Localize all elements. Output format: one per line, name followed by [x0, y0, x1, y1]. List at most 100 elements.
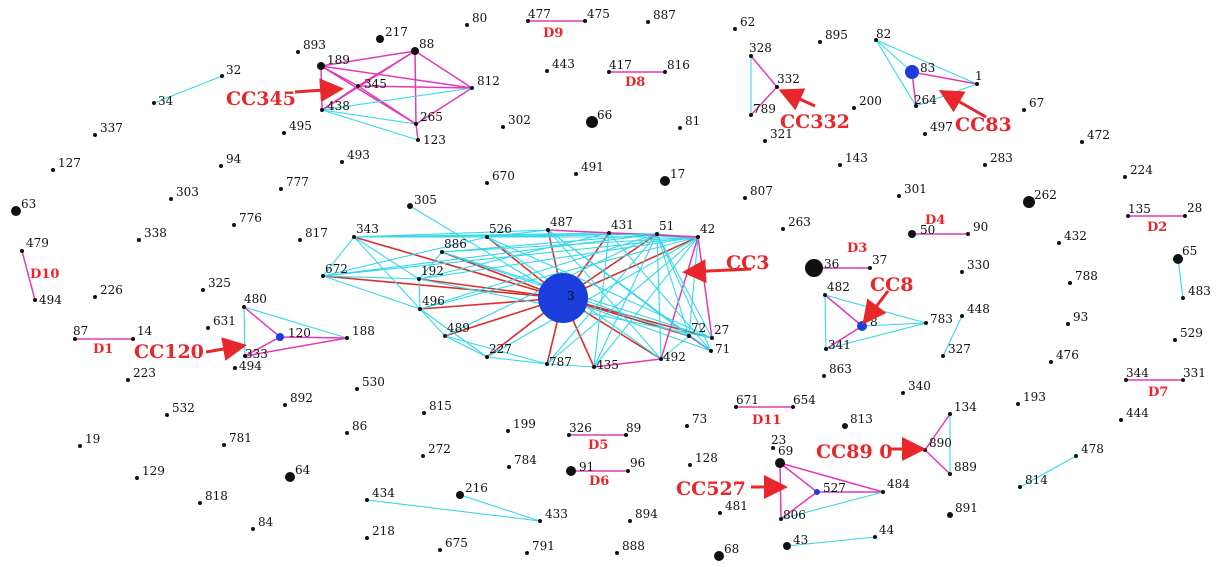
node-label-448: 448 [967, 302, 990, 316]
node-37 [868, 266, 872, 270]
node-label-63: 63 [21, 197, 36, 211]
node-84 [251, 527, 255, 531]
edge-216-433 [459, 494, 541, 522]
cluster-label-cc8: CC8 [870, 274, 913, 296]
node-81 [678, 126, 682, 130]
node-813 [842, 423, 848, 429]
node-label-189: 189 [327, 53, 350, 67]
edge-435-42 [593, 236, 699, 368]
node-label-487: 487 [550, 215, 573, 229]
edge-672-51 [322, 233, 658, 277]
node-343 [352, 235, 356, 239]
node-label-675: 675 [445, 536, 468, 550]
node-label-89: 89 [626, 421, 641, 435]
node-489 [443, 334, 447, 338]
node-63 [11, 206, 21, 216]
node-127 [51, 168, 55, 172]
node-label-51: 51 [659, 219, 674, 233]
node-27 [710, 336, 714, 340]
node-label-88: 88 [419, 37, 434, 51]
node-label-671: 671 [736, 393, 759, 407]
node-label-892: 892 [290, 391, 313, 405]
node-815 [422, 411, 426, 415]
node-32 [220, 74, 224, 78]
edge-71-487 [547, 229, 712, 352]
node-14 [131, 337, 135, 341]
node-label-417: 417 [609, 58, 632, 72]
node-42 [696, 235, 700, 239]
node-label-776: 776 [239, 211, 262, 225]
node-783 [924, 321, 928, 325]
node-label-532: 532 [172, 401, 195, 415]
node-216 [456, 491, 464, 499]
node-label-863: 863 [829, 362, 852, 376]
node-label-3: 3 [567, 289, 575, 303]
node-label-43: 43 [793, 533, 808, 547]
node-90 [966, 232, 970, 236]
node-340 [901, 391, 905, 395]
node-label-893: 893 [303, 38, 326, 52]
node-88 [411, 47, 419, 55]
node-label-17: 17 [670, 167, 685, 181]
edge-343-487 [353, 229, 549, 238]
node-label-494: 494 [39, 293, 62, 307]
node-135 [1126, 214, 1130, 218]
node-264 [914, 104, 918, 108]
node-label-326: 326 [569, 421, 592, 435]
node-label-71: 71 [715, 342, 730, 356]
edge-265-123 [415, 123, 419, 141]
node-93 [1066, 322, 1070, 326]
node-478 [1074, 454, 1078, 458]
node-631 [206, 326, 210, 330]
node-label-14: 14 [137, 324, 153, 338]
node-328 [749, 54, 753, 58]
node-435 [592, 365, 596, 369]
edge-496-42 [419, 236, 699, 310]
node-label-193: 193 [1023, 390, 1046, 404]
edge-8-341 [825, 325, 863, 350]
node-893 [296, 50, 300, 54]
node-label-888: 888 [622, 539, 645, 553]
node-label-813: 813 [850, 412, 873, 426]
node-69 [775, 458, 785, 468]
edge-27-42 [697, 236, 713, 339]
node-495 [282, 131, 286, 135]
node-87 [73, 337, 77, 341]
node-476 [1049, 360, 1053, 364]
node-label-123: 123 [423, 133, 446, 147]
edge-82-1 [875, 39, 978, 85]
node-label-301: 301 [904, 182, 927, 196]
node-label-654: 654 [793, 393, 816, 407]
node-484 [881, 490, 885, 494]
node-188 [345, 336, 349, 340]
node-526 [485, 235, 489, 239]
node-326 [567, 433, 571, 437]
edge-3-305 [409, 205, 564, 299]
node-label-431: 431 [611, 218, 634, 232]
edge-71-51 [656, 233, 712, 352]
node-label-477: 477 [528, 7, 551, 21]
arrow-cc345 [294, 78, 344, 103]
node-label-890: 890 [929, 436, 952, 450]
node-134 [948, 412, 952, 416]
node-label-812: 812 [477, 74, 500, 88]
node-226 [93, 295, 97, 299]
node-label-62: 62 [740, 15, 755, 29]
node-888 [615, 551, 619, 555]
edge-69-806 [779, 462, 782, 520]
node-434 [365, 498, 369, 502]
edge-448-327 [942, 315, 963, 357]
node-label-37: 37 [872, 253, 887, 267]
edge-434-433 [366, 499, 541, 522]
node-label-44: 44 [879, 523, 895, 537]
node-818 [198, 501, 202, 505]
node-776 [232, 223, 236, 227]
node-label-814: 814 [1025, 473, 1048, 487]
node-label-495: 495 [289, 119, 312, 133]
cluster-label-cc332: CC332 [780, 111, 850, 133]
node-label-23: 23 [771, 433, 786, 447]
node-label-283: 283 [990, 151, 1013, 165]
edge-812-438 [321, 87, 473, 111]
cluster-label-cc120: CC120 [134, 341, 204, 363]
node-label-340: 340 [908, 379, 931, 393]
